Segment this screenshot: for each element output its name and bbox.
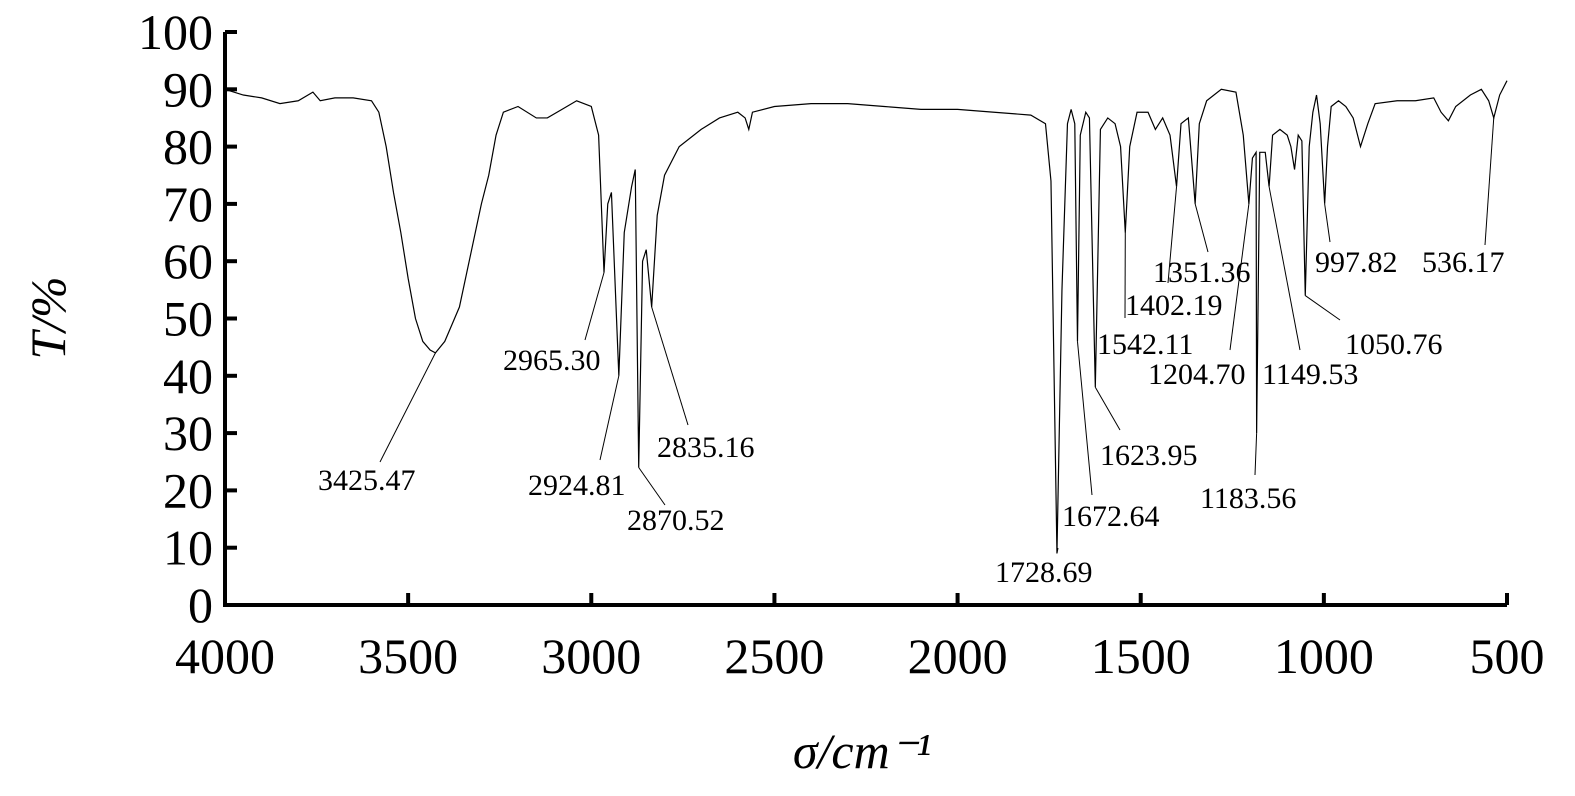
peak-label: 1050.76	[1345, 328, 1443, 361]
spectrum-line	[225, 81, 1507, 554]
peak-label: 1672.64	[1062, 500, 1160, 533]
x-tick-label: 500	[1470, 628, 1545, 684]
y-tick-label: 100	[138, 4, 213, 60]
peak-label: 2870.52	[627, 504, 725, 537]
leader-line	[1269, 187, 1300, 350]
peak-label: 1542.11	[1097, 328, 1193, 361]
peak-label: 1351.36	[1153, 256, 1251, 289]
y-tick-label: 10	[163, 520, 213, 576]
y-tick-label: 30	[163, 405, 213, 461]
leader-line	[380, 353, 435, 462]
x-tick-label: 3000	[541, 628, 641, 684]
peak-label: 1728.69	[995, 556, 1093, 589]
y-tick-label: 90	[163, 61, 213, 117]
leader-line	[1305, 296, 1340, 320]
x-tick-label: 2500	[724, 628, 824, 684]
y-axis-label: T/%	[20, 276, 76, 359]
peak-label: 1204.70	[1148, 358, 1246, 391]
peak-label: 1402.19	[1125, 289, 1223, 322]
leader-line	[1195, 204, 1208, 252]
x-axis-label: σ/cm⁻¹	[793, 723, 931, 779]
peak-label: 997.82	[1315, 246, 1398, 279]
leader-line	[1095, 387, 1120, 430]
peak-label: 2965.30	[503, 344, 601, 377]
leader-line	[639, 467, 665, 505]
y-tick-label: 80	[163, 119, 213, 175]
y-tick-label: 40	[163, 348, 213, 404]
peak-label: 1183.56	[1200, 482, 1296, 515]
peak-label: 2835.16	[657, 431, 755, 464]
y-tick-label: 70	[163, 176, 213, 232]
peak-label: 2924.81	[528, 469, 626, 502]
leader-line	[600, 376, 619, 460]
peak-label: 1623.95	[1100, 439, 1198, 472]
leader-line	[1077, 341, 1092, 495]
x-tick-label: 1000	[1274, 628, 1374, 684]
leader-line	[1255, 433, 1257, 475]
peak-label: 1149.53	[1262, 358, 1358, 391]
leader-line	[1485, 118, 1494, 245]
x-tick-label: 3500	[358, 628, 458, 684]
leader-line	[1325, 204, 1330, 242]
x-tick-label: 1500	[1091, 628, 1191, 684]
y-tick-label: 20	[163, 462, 213, 518]
peak-label: 536.17	[1422, 246, 1505, 279]
x-tick-label: 4000	[175, 628, 275, 684]
x-tick-label: 2000	[908, 628, 1008, 684]
leader-line	[585, 273, 604, 340]
leader-line	[652, 307, 688, 425]
peak-label: 3425.47	[318, 464, 416, 497]
y-tick-label: 60	[163, 233, 213, 289]
y-tick-label: 50	[163, 291, 213, 347]
y-tick-label: 0	[188, 577, 213, 633]
